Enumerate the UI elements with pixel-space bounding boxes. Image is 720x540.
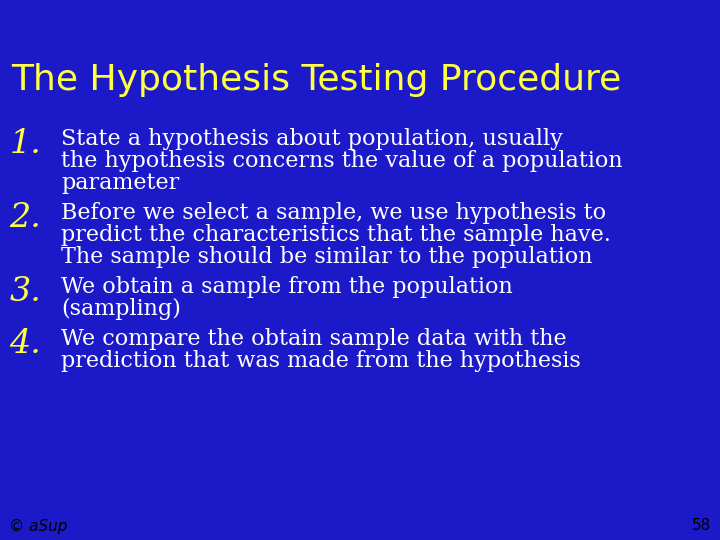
Text: 1.: 1. [9, 128, 41, 160]
Text: We obtain a sample from the population: We obtain a sample from the population [61, 276, 513, 298]
Text: We compare the obtain sample data with the: We compare the obtain sample data with t… [61, 328, 567, 350]
Text: 2.: 2. [9, 202, 41, 234]
Text: prediction that was made from the hypothesis: prediction that was made from the hypoth… [61, 350, 581, 372]
Text: (sampling): (sampling) [61, 298, 181, 320]
Text: 3.: 3. [9, 276, 41, 308]
Text: predict the characteristics that the sample have.: predict the characteristics that the sam… [61, 224, 611, 246]
Text: parameter: parameter [61, 172, 179, 194]
Text: © aSup: © aSup [9, 518, 67, 534]
Text: The Hypothesis Testing Procedure: The Hypothesis Testing Procedure [11, 63, 621, 97]
Text: 58: 58 [692, 518, 711, 534]
Text: 4.: 4. [9, 328, 41, 360]
Text: Before we select a sample, we use hypothesis to: Before we select a sample, we use hypoth… [61, 202, 606, 224]
Text: The sample should be similar to the population: The sample should be similar to the popu… [61, 246, 593, 268]
Text: State a hypothesis about population, usually: State a hypothesis about population, usu… [61, 128, 563, 150]
Text: the hypothesis concerns the value of a population: the hypothesis concerns the value of a p… [61, 150, 623, 172]
